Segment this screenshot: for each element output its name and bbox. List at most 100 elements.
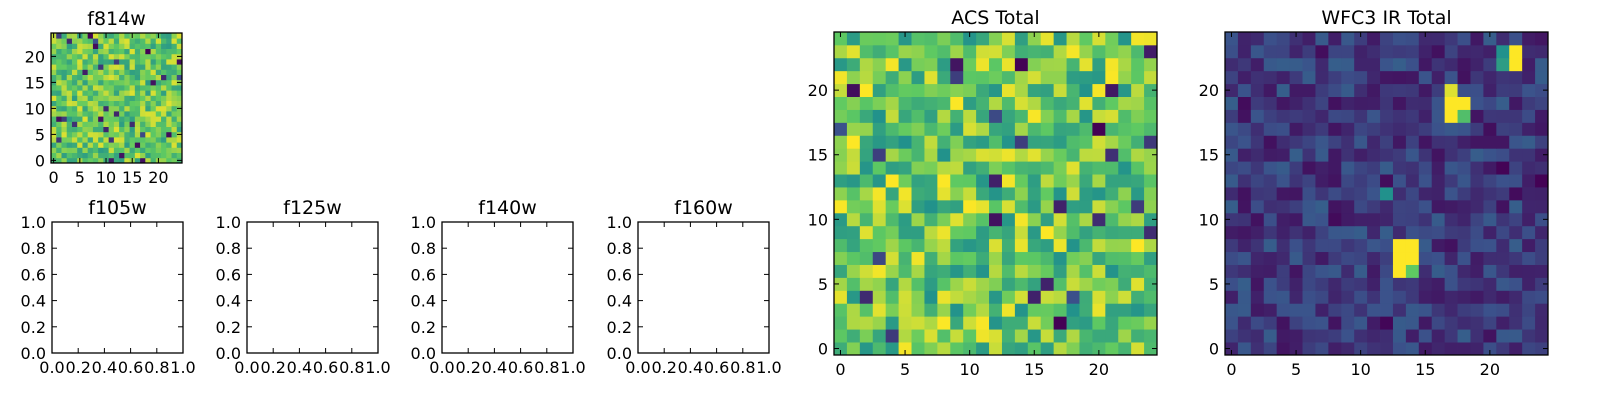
heatmap-cell [119,157,125,164]
heatmap-cell [1105,225,1119,240]
heatmap-cell [140,79,146,86]
heatmap-cell [963,70,977,85]
heatmap-cell [87,121,94,127]
heatmap-cell [171,137,178,143]
heatmap-cell [1027,342,1042,356]
heatmap-cell [1289,57,1303,72]
heatmap-cell [1483,109,1497,123]
heatmap-cell [113,33,120,39]
heatmap-cell [1509,161,1523,175]
heatmap-cell [834,32,848,46]
heatmap-cell [1367,44,1381,59]
heatmap-cell [1302,70,1316,85]
heatmap-cell [1276,122,1290,136]
heatmap-cell [166,90,172,96]
heatmap-cell [1354,277,1368,291]
heatmap-cell [924,342,938,356]
heatmap-cell [1535,277,1549,291]
heatmap-cell [976,96,990,110]
heatmap-cell [1053,199,1067,214]
heatmap-cell [1470,264,1484,278]
axes-background [638,222,769,353]
heatmap-cell [1354,122,1368,136]
heatmap-cell [846,212,861,227]
heatmap-cell [1496,96,1510,110]
heatmap-cell [989,135,1003,149]
heatmap-cell [872,83,887,97]
heatmap-cell [1315,161,1329,175]
x-tick-label: 0 [835,360,845,379]
heatmap-cell [1079,329,1093,343]
heatmap-cell [1418,251,1433,265]
heatmap-cell [1367,148,1381,162]
heatmap-cell [124,116,130,122]
heatmap-cell [155,74,162,81]
heatmap-cell [1105,251,1119,265]
heatmap-cell [1496,303,1510,317]
heatmap-cell [1027,225,1042,240]
heatmap-cell [61,121,68,127]
heatmap-cell [1027,135,1042,149]
heatmap-cell [1263,96,1278,110]
heatmap-cell [1392,70,1407,85]
x-tick-label: 15 [1415,360,1435,379]
heatmap-cell [150,90,157,96]
heatmap-cell [1302,199,1316,214]
heatmap-cell [176,142,183,148]
heatmap-cell [124,121,130,127]
heatmap-cell [834,187,848,201]
heatmap-cell [82,48,89,55]
heatmap-cell [1535,161,1549,175]
heatmap-cell [1405,44,1420,59]
heatmap-cell [140,131,146,138]
heatmap-cell [1470,303,1484,317]
heatmap-cell [1328,316,1342,330]
heatmap-cell [119,90,125,96]
heatmap-cell [1237,277,1252,291]
heatmap-cell [1040,32,1055,46]
x-tick-label: 0.0 [39,358,64,377]
heatmap-cell [166,53,172,60]
heatmap-cell [963,148,977,162]
heatmap-cell [1131,342,1145,356]
heatmap-cell [129,38,136,44]
heatmap-cell [1535,83,1549,97]
heatmap-cell [51,142,57,148]
heatmap-cell [1079,148,1093,162]
heatmap-cell [82,90,89,96]
heatmap-cell [859,225,874,240]
heatmap-cell [1354,161,1368,175]
heatmap-cell [1444,187,1458,201]
heatmap-cell [911,148,925,162]
heatmap-cell [1535,187,1549,201]
heatmap-cell [166,85,172,91]
heatmap-cell [1105,122,1119,136]
heatmap-cell [950,96,964,110]
heatmap-cell [834,135,848,149]
heatmap-cell [108,59,115,65]
heatmap-cell [113,126,120,133]
heatmap-cell [937,174,951,188]
panel-title: ACS Total [951,7,1039,29]
heatmap-cell [161,95,167,101]
heatmap-cell [1496,251,1510,265]
heatmap-cell [1522,264,1536,278]
heatmap-cell [885,238,899,253]
heatmap-cell [176,74,183,81]
heatmap-cell [1040,251,1055,265]
heatmap-cell [1276,148,1290,162]
heatmap-cell [950,329,964,343]
y-tick-label: 15 [25,73,45,92]
heatmap-cell [1431,225,1446,240]
heatmap-cell [1483,83,1497,97]
heatmap-cell [1457,44,1471,59]
heatmap-cell [1444,83,1458,97]
heatmap-cell [1144,342,1158,356]
heatmap-cell [1040,303,1055,317]
heatmap-cell [911,251,925,265]
heatmap-cell [911,277,925,291]
heatmap-cell [1250,225,1265,240]
heatmap-cell [1276,109,1290,123]
heatmap-cell [129,137,136,143]
